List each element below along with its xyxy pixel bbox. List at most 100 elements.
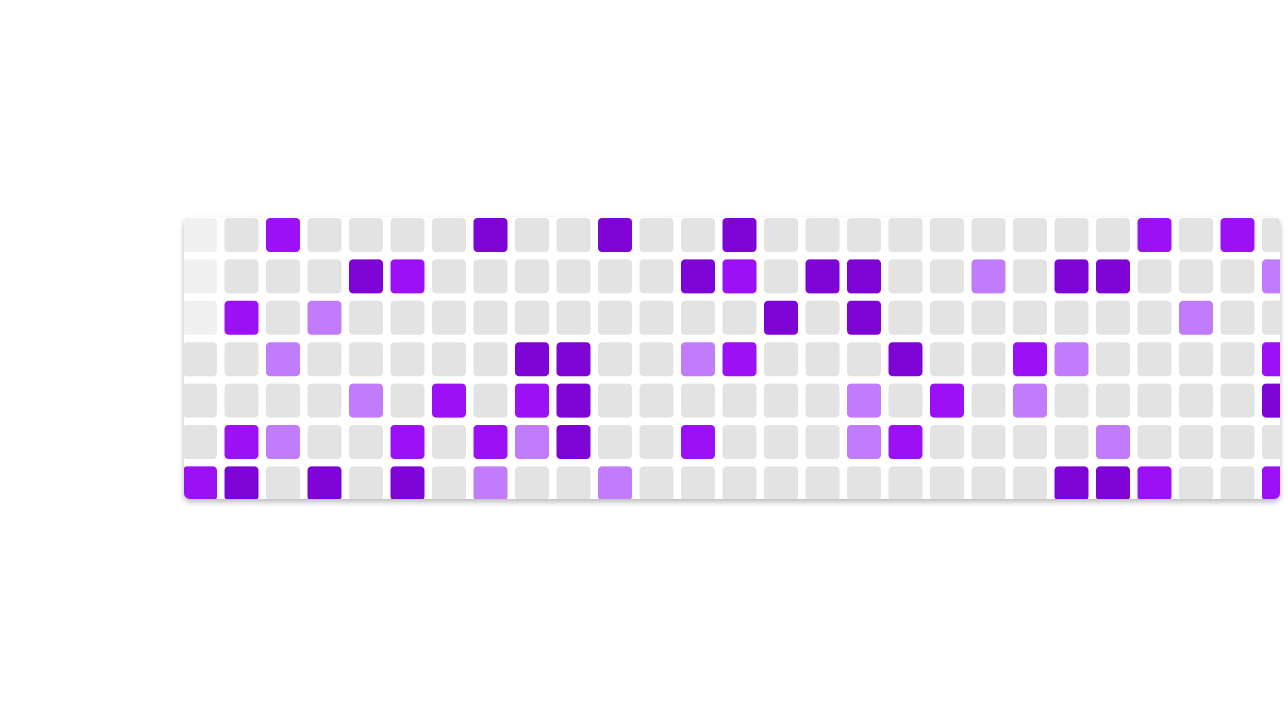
heatmap-cell-r6-c13 (722, 466, 757, 499)
heatmap-cell-r4-c18 (930, 383, 964, 418)
heatmap-cell-r1-c22 (1096, 259, 1130, 294)
heatmap-cell-r3-c20 (1013, 342, 1047, 377)
heatmap-cell-r6-c4 (349, 466, 383, 499)
heatmap-cell-r2-c24 (1179, 300, 1213, 335)
heatmap-cell-r6-c1 (224, 466, 259, 499)
heatmap-cell-r0-c13 (722, 218, 757, 252)
heatmap-cell-r6-c8 (515, 466, 549, 499)
heatmap-cell-r0-c17 (888, 218, 923, 252)
heatmap-cell-r6-c23 (1137, 466, 1172, 499)
heatmap-cell-r2-c14 (764, 300, 798, 335)
heatmap-cell-r6-c21 (1054, 466, 1089, 499)
heatmap-cell-r6-c20 (1013, 466, 1047, 499)
heatmap-cell-r5-c10 (598, 425, 632, 459)
heatmap-cell-r0-c20 (1013, 218, 1047, 252)
heatmap-cell-r3-c12 (681, 342, 715, 377)
heatmap-cell-r1-c15 (805, 259, 840, 294)
heatmap-cell-r5-c23 (1137, 425, 1172, 459)
heatmap-cell-r6-c15 (805, 466, 840, 499)
heatmap-cell-r4-c23 (1137, 383, 1172, 418)
heatmap-cell-r6-c11 (639, 466, 674, 499)
heatmap-cell-r2-c12 (681, 300, 715, 335)
heatmap-cell-r1-c25 (1220, 259, 1255, 294)
heatmap-cell-r4-c16 (847, 383, 881, 418)
heatmap-cell-r1-c18 (930, 259, 964, 294)
heatmap-cell-r1-c2 (266, 259, 300, 294)
heatmap-cell-r0-c25 (1220, 218, 1255, 252)
heatmap-cell-r4-c15 (805, 383, 840, 418)
heatmap-cell-r5-c4 (349, 425, 383, 459)
heatmap-cell-r3-c1 (224, 342, 259, 377)
heatmap-cell-r3-c8 (515, 342, 549, 377)
heatmap-cell-r6-c25 (1220, 466, 1255, 499)
heatmap-cell-r0-c7 (473, 218, 508, 252)
heatmap-cell-r4-c3 (307, 383, 342, 418)
heatmap-cell-r6-c9 (556, 466, 591, 499)
heatmap-cell-r6-c19 (971, 466, 1006, 499)
heatmap-cell-r2-c4 (349, 300, 383, 335)
heatmap-cell-r3-c7 (473, 342, 508, 377)
heatmap-cell-r6-c18 (930, 466, 964, 499)
heatmap-cell-r6-c17 (888, 466, 923, 499)
heatmap-cell-r3-c2 (266, 342, 300, 377)
heatmap-cell-r0-c15 (805, 218, 840, 252)
heatmap-cell-r1-c6 (432, 259, 466, 294)
heatmap-cell-r0-c6 (432, 218, 466, 252)
heatmap-cell-r2-c9 (556, 300, 591, 335)
heatmap-cell-r5-c14 (764, 425, 798, 459)
heatmap-cell-r6-c2 (266, 466, 300, 499)
heatmap-cell-r4-c11 (639, 383, 674, 418)
heatmap-cell-r0-c19 (971, 218, 1006, 252)
heatmap-cell-r1-c21 (1054, 259, 1089, 294)
heatmap-cell-r2-c1 (224, 300, 259, 335)
heatmap-cell-r5-c20 (1013, 425, 1047, 459)
heatmap-cell-r0-c23 (1137, 218, 1172, 252)
heatmap-cell-r5-c12 (681, 425, 715, 459)
heatmap-cell-r2-c23 (1137, 300, 1172, 335)
heatmap-cell-r1-c16 (847, 259, 881, 294)
heatmap-cell-r3-c17 (888, 342, 923, 377)
heatmap-cell-r0-c11 (639, 218, 674, 252)
heatmap-cell-r6-c3 (307, 466, 342, 499)
heatmap-cell-r4-c6 (432, 383, 466, 418)
heatmap-cell-r1-c7 (473, 259, 508, 294)
heatmap-cell-r5-c3 (307, 425, 342, 459)
heatmap-cell-r5-c16 (847, 425, 881, 459)
heatmap-cell-r2-c10 (598, 300, 632, 335)
heatmap-cell-r6-c7 (473, 466, 508, 499)
heatmap-cell-r5-c5 (390, 425, 425, 459)
heatmap-cell-r1-c13 (722, 259, 757, 294)
heatmap-cell-r1-c23 (1137, 259, 1172, 294)
heatmap-cell-r4-c17 (888, 383, 923, 418)
heatmap-cell-r0-c9 (556, 218, 591, 252)
heatmap-cell-r2-c0 (184, 300, 217, 335)
heatmap-cell-r3-c21 (1054, 342, 1089, 377)
heatmap-cell-r2-c22 (1096, 300, 1130, 335)
heatmap-cell-r1-c11 (639, 259, 674, 294)
heatmap-cell-r5-c19 (971, 425, 1006, 459)
heatmap-cell-r3-c15 (805, 342, 840, 377)
heatmap-cell-r2-c26 (1262, 300, 1280, 335)
heatmap-cell-r3-c16 (847, 342, 881, 377)
heatmap-cell-r4-c21 (1054, 383, 1089, 418)
heatmap-cell-r3-c23 (1137, 342, 1172, 377)
heatmap-cell-r4-c24 (1179, 383, 1213, 418)
heatmap-cell-r0-c0 (184, 218, 217, 252)
heatmap-cell-r0-c16 (847, 218, 881, 252)
heatmap-cell-r3-c6 (432, 342, 466, 377)
heatmap-cell-r6-c24 (1179, 466, 1213, 499)
heatmap-cell-r2-c2 (266, 300, 300, 335)
heatmap-cell-r0-c4 (349, 218, 383, 252)
heatmap-cell-r4-c22 (1096, 383, 1130, 418)
heatmap-cell-r2-c20 (1013, 300, 1047, 335)
heatmap-cell-r0-c12 (681, 218, 715, 252)
heatmap-cell-r5-c13 (722, 425, 757, 459)
heatmap-cell-r4-c26 (1262, 383, 1280, 418)
heatmap-cell-r3-c9 (556, 342, 591, 377)
heatmap-cell-r1-c12 (681, 259, 715, 294)
heatmap-cell-r6-c6 (432, 466, 466, 499)
heatmap-cell-r5-c9 (556, 425, 591, 459)
heatmap-cell-r2-c16 (847, 300, 881, 335)
heatmap-cell-r3-c24 (1179, 342, 1213, 377)
heatmap-cell-r4-c14 (764, 383, 798, 418)
